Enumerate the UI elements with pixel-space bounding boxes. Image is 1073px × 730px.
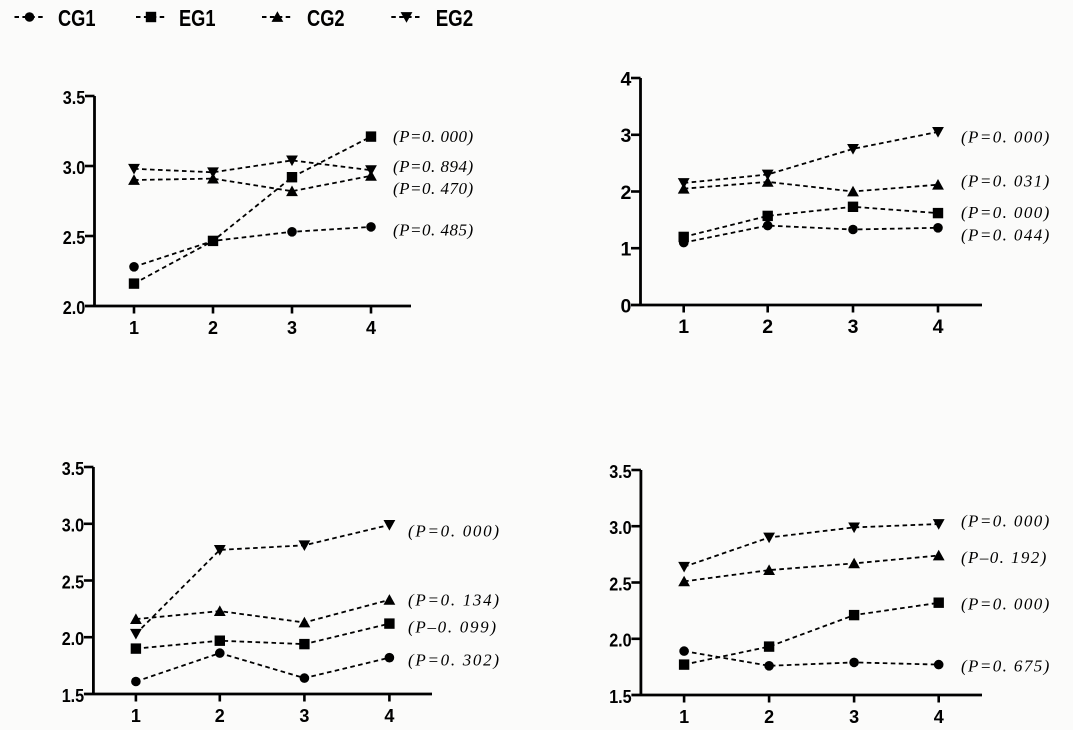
svg-text:CG2: CG2 [307, 5, 345, 31]
svg-text:1.5: 1.5 [62, 686, 85, 706]
svg-text:(P=0. 000): (P=0. 000) [393, 127, 474, 146]
svg-text:(P=0. 000): (P=0. 000) [961, 595, 1051, 614]
svg-text:(P=0. 031): (P=0. 031) [961, 172, 1051, 191]
svg-text:2.0: 2.0 [62, 629, 85, 649]
svg-text:(P=0. 134): (P=0. 134) [408, 591, 501, 610]
svg-text:3.0: 3.0 [63, 158, 86, 178]
svg-text:(P=0. 894): (P=0. 894) [393, 157, 474, 176]
svg-text:CG1: CG1 [58, 5, 96, 31]
svg-text:4: 4 [933, 316, 944, 338]
svg-text:(P=0. 485): (P=0. 485) [393, 221, 474, 240]
svg-text:2: 2 [215, 706, 225, 726]
svg-text:3.5: 3.5 [63, 88, 86, 108]
svg-text:4: 4 [934, 707, 944, 727]
svg-text:(P=0. 000): (P=0. 000) [961, 203, 1051, 222]
svg-text:1: 1 [678, 316, 689, 338]
svg-text:(P=0. 675): (P=0. 675) [961, 657, 1051, 676]
svg-text:4: 4 [384, 706, 394, 726]
svg-text:1: 1 [620, 239, 631, 261]
svg-text:1: 1 [131, 706, 141, 726]
svg-text:3.0: 3.0 [609, 518, 632, 538]
svg-text:3.0: 3.0 [62, 516, 85, 536]
svg-text:2: 2 [620, 182, 631, 204]
svg-text:1: 1 [129, 318, 139, 338]
svg-text:(P=0. 302): (P=0. 302) [408, 651, 501, 670]
svg-text:2: 2 [764, 707, 774, 727]
svg-text:2.5: 2.5 [62, 572, 85, 592]
svg-text:(P–0. 192): (P–0. 192) [961, 548, 1048, 567]
svg-text:EG1: EG1 [179, 5, 216, 31]
svg-text:3: 3 [620, 125, 631, 147]
svg-text:EG2: EG2 [436, 5, 474, 31]
svg-text:2: 2 [762, 316, 773, 338]
svg-text:3: 3 [299, 706, 309, 726]
svg-text:0: 0 [620, 295, 631, 317]
svg-text:(P=0. 000): (P=0. 000) [961, 512, 1051, 531]
svg-text:4: 4 [620, 68, 631, 90]
svg-text:(P=0. 044): (P=0. 044) [961, 226, 1051, 245]
svg-text:(P=0. 470): (P=0. 470) [393, 179, 474, 198]
svg-text:(P–0. 099): (P–0. 099) [408, 618, 498, 637]
svg-text:3: 3 [848, 316, 859, 338]
svg-text:2.5: 2.5 [63, 228, 86, 248]
svg-text:1.5: 1.5 [609, 687, 632, 707]
svg-text:3.5: 3.5 [609, 462, 632, 482]
svg-text:3.5: 3.5 [62, 459, 85, 479]
svg-text:2.5: 2.5 [609, 574, 632, 594]
svg-text:(P=0. 000): (P=0. 000) [408, 522, 501, 541]
svg-text:3: 3 [287, 318, 297, 338]
svg-text:(P=0. 000): (P=0. 000) [961, 128, 1051, 147]
svg-text:4: 4 [366, 318, 376, 338]
svg-text:1: 1 [679, 707, 689, 727]
svg-text:2.0: 2.0 [609, 631, 632, 651]
svg-text:2.0: 2.0 [63, 298, 86, 318]
svg-text:2: 2 [208, 318, 218, 338]
svg-text:3: 3 [849, 707, 859, 727]
